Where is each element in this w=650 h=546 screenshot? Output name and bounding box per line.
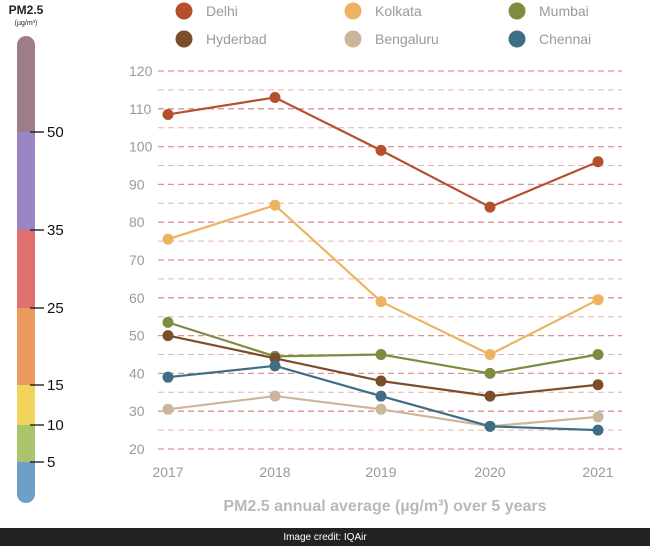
data-point-chennai — [484, 420, 496, 432]
scale-band — [17, 385, 35, 425]
pm25-scale: PM2.5 (µg/m³) 5 10 15 25 35 50 — [9, 3, 64, 503]
legend-marker — [508, 2, 526, 20]
data-point-hyderbad — [162, 330, 174, 342]
scale-tick-label: 35 — [47, 222, 64, 239]
data-point-kolkata — [592, 294, 604, 306]
y-tick-label: 20 — [129, 441, 145, 457]
legend-label: Kolkata — [375, 3, 422, 19]
y-tick-label: 30 — [129, 403, 145, 419]
data-point-mumbai — [484, 367, 496, 379]
data-point-delhi — [269, 91, 281, 103]
data-point-delhi — [592, 156, 604, 168]
data-point-bengaluru — [162, 403, 174, 415]
y-tick-label: 110 — [129, 101, 152, 117]
data-point-kolkata — [162, 233, 174, 245]
scale-band — [17, 132, 35, 230]
data-point-mumbai — [162, 316, 174, 328]
data-point-chennai — [592, 424, 604, 436]
legend-marker — [175, 30, 193, 48]
legend-label: Bengaluru — [375, 31, 439, 47]
data-point-kolkata — [375, 296, 387, 308]
y-tick-label: 120 — [129, 63, 153, 79]
data-point-kolkata — [269, 199, 281, 211]
data-point-delhi — [162, 108, 174, 120]
y-tick-label: 50 — [129, 328, 145, 344]
scale-tick-label: 10 — [47, 417, 64, 434]
x-tick-label: 2017 — [152, 464, 183, 480]
scale-unit: (µg/m³) — [15, 20, 38, 27]
image-credit: Image credit: IQAir — [0, 528, 650, 546]
x-tick-label: 2020 — [474, 464, 505, 480]
y-tick-label: 90 — [129, 176, 145, 192]
data-point-hyderbad — [375, 375, 387, 387]
y-tick-label: 60 — [129, 290, 145, 306]
legend-label: Mumbai — [539, 3, 589, 19]
y-tick-label: 100 — [129, 139, 153, 155]
legend-marker — [344, 2, 362, 20]
x-axis-ticks: 2017 2018 2019 2020 2021 — [152, 464, 613, 480]
data-point-mumbai — [375, 349, 387, 360]
x-tick-label: 2019 — [365, 464, 396, 480]
legend-label: Chennai — [539, 31, 591, 47]
y-tick-label: 80 — [129, 214, 145, 230]
data-point-kolkata — [484, 349, 496, 360]
scale-tick-label: 5 — [47, 454, 55, 471]
scale-tick-label: 25 — [47, 300, 64, 317]
chart-title: PM2.5 annual average (µg/m³) over 5 year… — [223, 498, 546, 515]
legend-label: Hyderbad — [206, 31, 267, 47]
data-point-mumbai — [592, 349, 604, 360]
scale-band — [17, 36, 35, 132]
legend-label: Delhi — [206, 3, 238, 19]
legend-marker — [175, 2, 193, 20]
legend-marker — [508, 30, 526, 48]
data-point-hyderbad — [592, 379, 604, 391]
data-point-delhi — [375, 144, 387, 156]
legend-marker — [344, 30, 362, 48]
data-point-chennai — [269, 360, 281, 372]
scale-tick-label: 15 — [47, 377, 64, 394]
scale-band — [17, 425, 35, 462]
data-point-hyderbad — [269, 352, 281, 364]
legend: Delhi Kolkata Mumbai Hyderbad Bengaluru Chenn… — [175, 2, 591, 48]
data-point-bengaluru — [375, 403, 387, 415]
scale-band — [17, 230, 35, 308]
scale-tick-label: 50 — [47, 124, 64, 141]
gridlines — [158, 70, 622, 450]
x-tick-label: 2021 — [582, 464, 613, 480]
data-point-bengaluru — [269, 390, 281, 402]
data-point-bengaluru — [592, 411, 604, 423]
scale-band — [17, 462, 35, 503]
series-points — [162, 91, 604, 436]
data-point-chennai — [375, 390, 387, 402]
x-tick-label: 2018 — [259, 464, 290, 480]
y-tick-label: 70 — [129, 252, 145, 268]
chart-figure: PM2.5 (µg/m³) 5 10 15 25 35 50 20 30 40 50 60 70 80… — [9, 2, 622, 515]
data-point-hyderbad — [484, 390, 496, 402]
scale-title: PM2.5 — [9, 3, 44, 17]
data-point-chennai — [162, 371, 174, 383]
y-tick-label: 40 — [129, 365, 145, 381]
series-line-mumbai — [167, 321, 599, 375]
data-point-delhi — [484, 201, 496, 213]
series-line-kolkata — [167, 203, 599, 356]
y-axis-ticks: 20 30 40 50 60 70 80 90 100 110 120 — [129, 63, 153, 457]
scale-band — [17, 308, 35, 385]
